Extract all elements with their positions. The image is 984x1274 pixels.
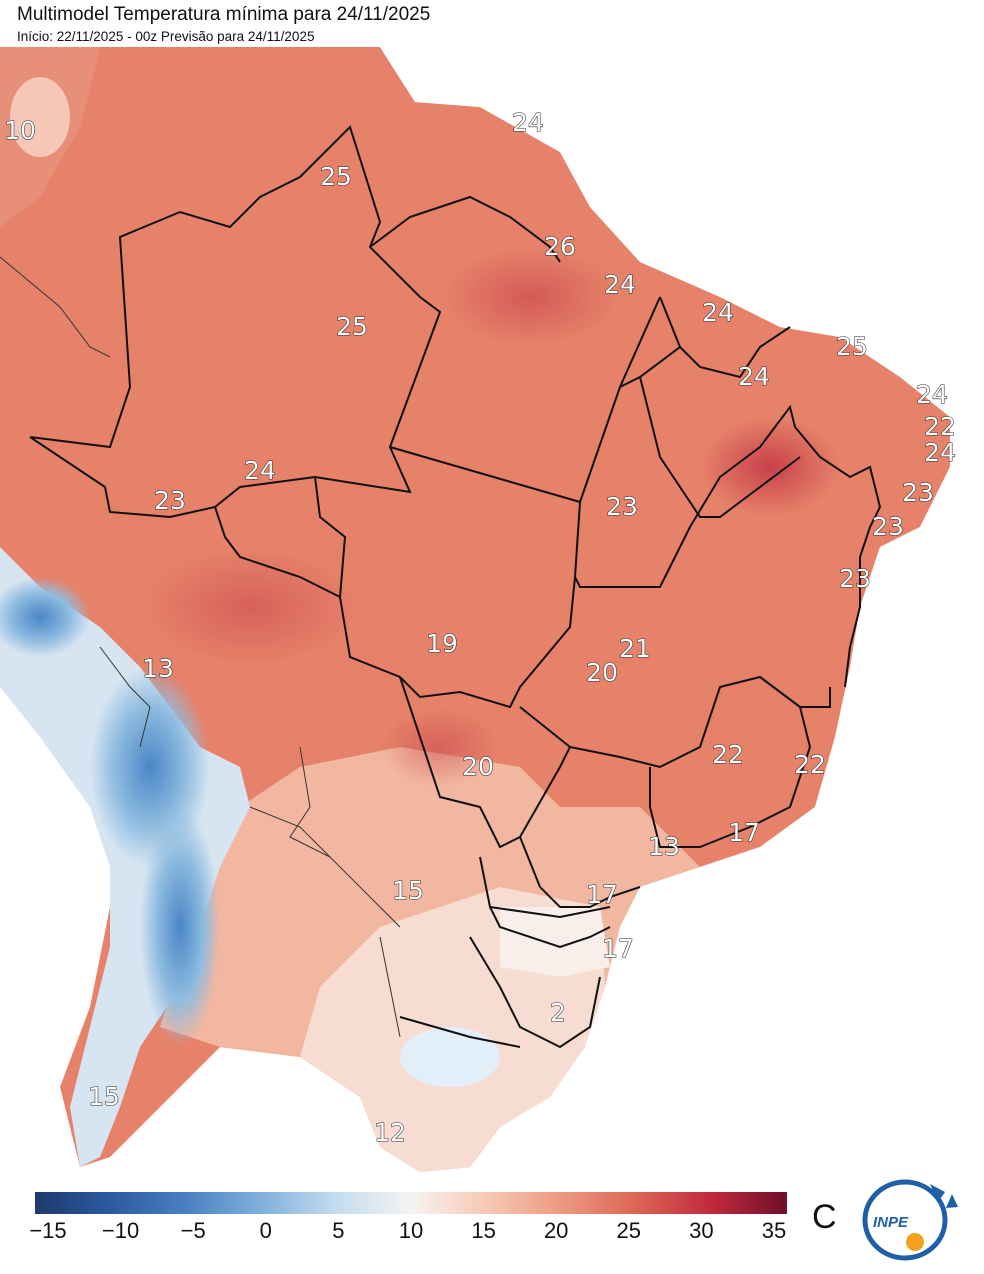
colorbar-tick-label: −5 <box>180 1218 206 1243</box>
temperature-label: 22 <box>794 750 826 779</box>
country-borders <box>0 256 401 1038</box>
temperature-label: 19 <box>426 629 458 658</box>
colorbar-tick-label: 15 <box>471 1218 496 1243</box>
colorbar-tick-label: 10 <box>398 1218 424 1243</box>
temperature-label: 13 <box>142 654 174 683</box>
temperature-label: 2 <box>550 998 566 1027</box>
colorbar-tick-label: 25 <box>616 1218 642 1243</box>
colorbar-unit: C <box>812 1198 837 1236</box>
temperature-label: 25 <box>836 332 868 361</box>
temperature-label: 10 <box>4 116 36 145</box>
temperature-label: 15 <box>392 876 424 905</box>
map-subtitle: Início: 22/11/2025 - 00z Previsão para 2… <box>17 29 315 44</box>
temperature-label: 22 <box>924 412 956 441</box>
state-borders <box>29 125 882 1049</box>
map-title: Multimodel Temperatura mínima para 24/11… <box>17 4 431 25</box>
temperature-label: 24 <box>702 298 734 327</box>
temperature-field <box>0 47 984 1177</box>
temperature-label: 12 <box>374 1118 406 1147</box>
colorbar-tick-label: 30 <box>689 1218 714 1243</box>
colorbar-tick-label: 35 <box>761 1218 787 1243</box>
colorbar-tick-label: 0 <box>259 1218 272 1243</box>
temperature-label: 17 <box>602 934 634 963</box>
temperature-label: 23 <box>902 478 934 507</box>
colorbar-tick-label: −15 <box>29 1218 67 1243</box>
temperature-label: 25 <box>336 312 368 341</box>
temperature-label: 21 <box>619 634 651 663</box>
temperature-label: 24 <box>924 438 956 467</box>
temperature-label: 15 <box>88 1082 120 1111</box>
temperature-label: 24 <box>916 380 948 409</box>
temperature-label: 25 <box>320 162 352 191</box>
temperature-label: 22 <box>712 740 744 769</box>
colorbar-tick-label: 20 <box>543 1218 569 1243</box>
temperature-label: 24 <box>604 270 636 299</box>
temperature-label: 17 <box>728 818 760 847</box>
temperature-label: 17 <box>586 880 618 909</box>
temperature-label: 20 <box>586 658 618 687</box>
temperature-label: 24 <box>512 108 544 137</box>
temperature-label: 20 <box>462 752 494 781</box>
temperature-label: 26 <box>544 232 576 261</box>
inpe-logo: INPE <box>860 1172 960 1264</box>
temperature-label: 13 <box>648 832 680 861</box>
temperature-label: 23 <box>154 486 186 515</box>
svg-text:INPE: INPE <box>873 1214 909 1231</box>
temperature-label: 24 <box>244 456 276 485</box>
colorbar <box>35 1192 787 1214</box>
colorbar-tick-label: 5 <box>332 1218 345 1243</box>
temperature-label: 23 <box>872 512 904 541</box>
temperature-label: 24 <box>738 362 770 391</box>
temperature-label: 23 <box>839 564 871 593</box>
colorbar-tick-label: −10 <box>101 1218 140 1243</box>
temperature-label: 23 <box>606 492 638 521</box>
